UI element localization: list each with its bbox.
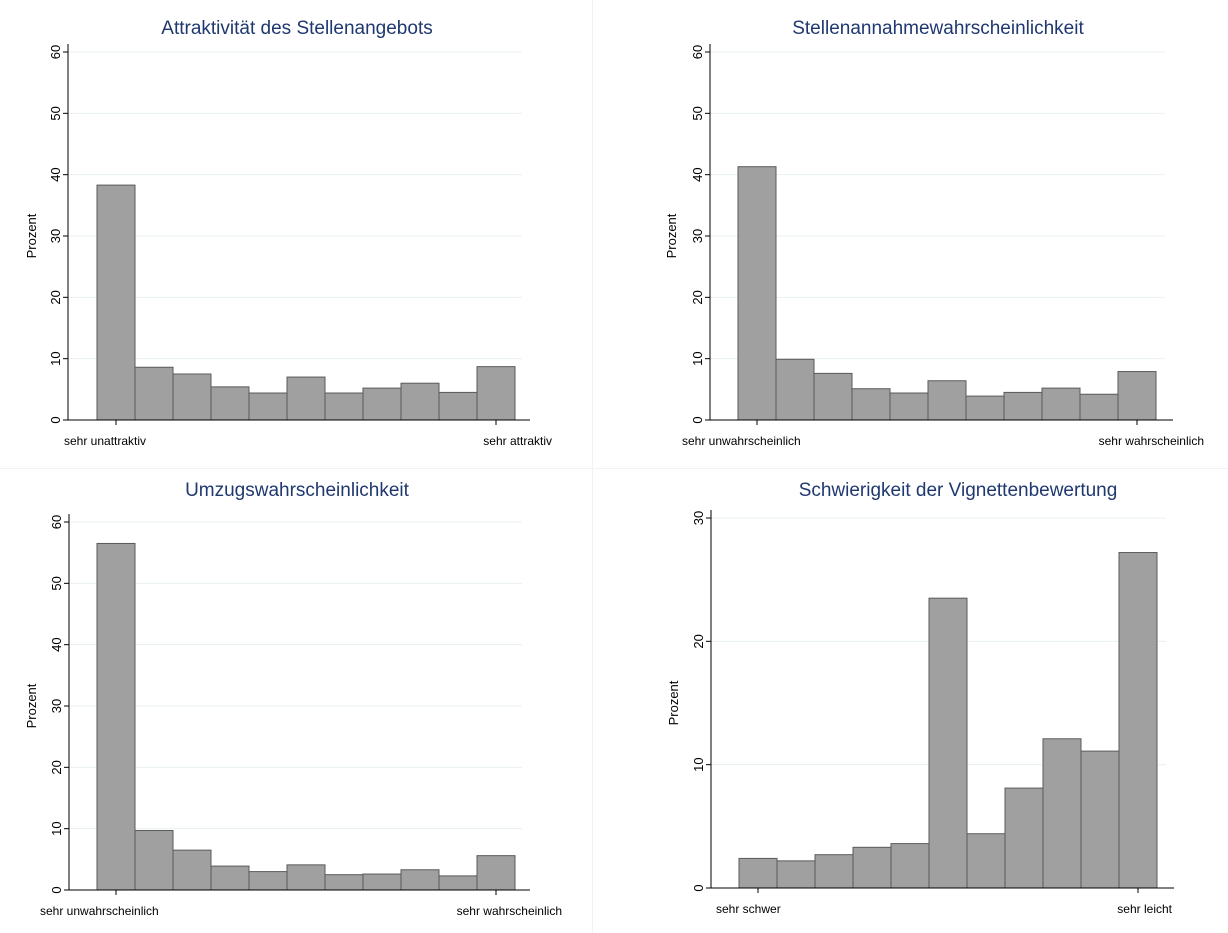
chart-panel-umzug: 0 10 20 30 40 50 60 sehr unwahrscheinlich sehr w…: [0, 470, 580, 930]
chart-title: Attraktivität des Stellenangebots: [161, 18, 432, 39]
y-tick-label: 50: [49, 576, 64, 590]
histogram-bar: [1079, 393, 1119, 421]
chart-svg-0: 0 10 20 30 40 50 60 sehr unattraktiv sehr attrak…: [24, 18, 552, 448]
chart-panel-stellenannahme: 0 10 20 30 40 50 60 sehr unwahrscheinlich sehr w…: [640, 0, 1228, 465]
panel-divider-vertical: [592, 0, 593, 933]
histogram-bar: [96, 184, 136, 421]
x-right-label: sehr wahrscheinlich: [1099, 434, 1204, 448]
histogram-bar: [210, 386, 250, 421]
y-tick-label: 10: [49, 821, 64, 835]
y-tick-label: 30: [49, 699, 64, 713]
y-tick-label: 20: [691, 634, 706, 648]
x-right-label: sehr wahrscheinlich: [457, 904, 562, 918]
histogram-bar: [172, 849, 212, 891]
x-left-label: sehr unwahrscheinlich: [40, 904, 159, 918]
histogram-bar: [134, 366, 174, 421]
histogram-bar: [1004, 787, 1044, 889]
histogram-bar: [851, 388, 891, 421]
y-axis-label: Prozent: [666, 680, 681, 725]
panel-divider-horizontal: [0, 468, 1228, 469]
histogram-bar: [248, 871, 288, 891]
histogram-bar: [476, 855, 516, 891]
histogram-bar: [1118, 552, 1158, 889]
chart-panel-schwierigkeit: 0 10 20 30 sehr schwer sehr leicht Prozent Schw…: [640, 470, 1228, 930]
y-tick-label: 0: [691, 884, 706, 891]
histogram-bar: [172, 373, 212, 421]
histogram-bar: [813, 372, 853, 421]
histogram-bar: [96, 542, 136, 891]
x-left-label: sehr unattraktiv: [64, 434, 146, 448]
histogram-bar: [324, 874, 364, 891]
y-tick-label: 50: [690, 106, 705, 120]
histogram-bar: [438, 391, 478, 421]
histogram-bar: [248, 392, 288, 421]
histogram-bar: [324, 392, 364, 421]
histogram-bar: [134, 830, 174, 891]
histogram-bar: [1003, 391, 1043, 421]
histogram-bar: [1042, 738, 1082, 889]
y-tick-label: 0: [49, 886, 64, 893]
histogram-bar: [966, 833, 1006, 889]
histogram-bar: [852, 846, 892, 889]
x-right-label: sehr attraktiv: [483, 434, 552, 448]
y-tick-label: 0: [690, 416, 705, 423]
histogram-bar: [775, 358, 815, 421]
histogram-bar: [362, 387, 402, 421]
histogram-bar: [286, 376, 326, 421]
y-tick-label: 30: [690, 229, 705, 243]
histogram-bar: [400, 869, 440, 891]
y-tick-label: 40: [690, 167, 705, 181]
histogram-bar: [286, 864, 326, 891]
y-axis-label: Prozent: [24, 213, 39, 258]
y-tick-label: 10: [690, 351, 705, 365]
x-left-label: sehr schwer: [716, 902, 781, 916]
histogram-bar: [965, 395, 1005, 421]
histogram-bar: [927, 380, 967, 421]
y-tick-label: 20: [690, 290, 705, 304]
histogram-bar: [438, 875, 478, 891]
y-axis-label: Prozent: [24, 683, 39, 728]
y-tick-label: 60: [48, 45, 63, 59]
chart-svg-2: 0 10 20 30 40 50 60 sehr unwahrscheinlich sehr w…: [24, 480, 562, 918]
chart-title: Schwierigkeit der Vignettenbewertung: [799, 480, 1118, 501]
x-right-label: sehr leicht: [1117, 902, 1172, 916]
histogram-bar: [1080, 750, 1120, 889]
y-tick-label: 0: [48, 416, 63, 423]
chart-title: Umzugswahrscheinlichkeit: [185, 480, 410, 501]
y-tick-label: 20: [49, 760, 64, 774]
chart-svg-1: 0 10 20 30 40 50 60 sehr unwahrscheinlich sehr w…: [664, 18, 1204, 448]
y-tick-label: 30: [691, 511, 706, 525]
histogram-bar: [400, 382, 440, 421]
histogram-bar: [738, 857, 778, 889]
y-tick-label: 40: [48, 167, 63, 181]
y-axis-label: Prozent: [664, 213, 679, 258]
histogram-bar: [210, 865, 250, 891]
chart-svg-3: 0 10 20 30 sehr schwer sehr leicht Prozent Schw…: [666, 480, 1174, 916]
y-tick-label: 60: [690, 45, 705, 59]
histogram-bar: [814, 854, 854, 889]
histogram-bar: [362, 873, 402, 891]
y-tick-label: 10: [48, 351, 63, 365]
y-tick-label: 40: [49, 637, 64, 651]
y-tick-label: 30: [48, 229, 63, 243]
y-tick-label: 20: [48, 290, 63, 304]
histogram-bar: [1041, 387, 1081, 421]
y-tick-label: 50: [48, 106, 63, 120]
chart-panel-attraktivitaet: 0 10 20 30 40 50 60 sehr unattraktiv sehr attrak…: [0, 0, 580, 465]
histogram-bar: [476, 366, 516, 421]
histogram-bar: [889, 392, 929, 421]
y-tick-label: 10: [691, 757, 706, 771]
histogram-bar: [1117, 371, 1157, 421]
histogram-bar: [890, 843, 930, 889]
chart-title: Stellenannahmewahrscheinlichkeit: [792, 18, 1084, 39]
x-left-label: sehr unwahrscheinlich: [682, 434, 801, 448]
histogram-bar: [737, 166, 777, 421]
histogram-bar: [776, 860, 816, 889]
histogram-bar: [928, 597, 968, 889]
y-tick-label: 60: [49, 515, 64, 529]
